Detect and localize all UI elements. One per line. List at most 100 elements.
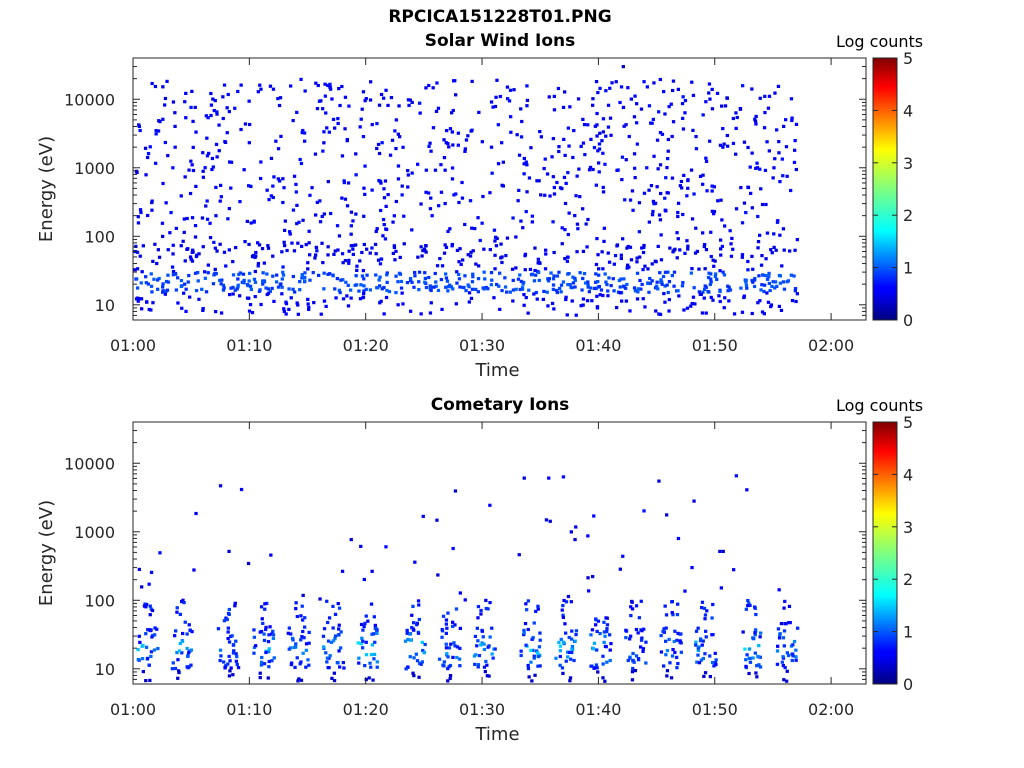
heatmap-cell (604, 134, 608, 138)
heatmap-cell (734, 207, 739, 211)
heatmap-cell (508, 88, 513, 92)
heatmap-cell (454, 93, 458, 97)
heatmap-cell (299, 161, 304, 166)
heatmap-cell (282, 307, 286, 311)
heatmap-cell (301, 593, 305, 597)
heatmap-cell (746, 259, 750, 264)
heatmap-cell (252, 277, 257, 281)
heatmap-cell (626, 263, 630, 267)
heatmap-cell (570, 637, 574, 641)
heatmap-cell (711, 602, 715, 607)
heatmap-cell (718, 143, 723, 147)
heatmap-cell (504, 254, 508, 258)
heatmap-cell (770, 251, 774, 255)
heatmap-cell (705, 609, 709, 613)
heatmap-cell (303, 279, 307, 283)
heatmap-cell (554, 656, 558, 660)
heatmap-cell (227, 549, 231, 553)
heatmap-cell (396, 164, 401, 168)
heatmap-cell (639, 287, 643, 291)
heatmap-cell (720, 218, 724, 222)
heatmap-cell (641, 649, 645, 653)
heatmap-cell (138, 128, 142, 133)
heatmap-cell (318, 199, 322, 203)
heatmap-cell (740, 255, 744, 259)
heatmap-cell (307, 229, 311, 233)
heatmap-cell (444, 276, 449, 280)
heatmap-cell (510, 267, 515, 271)
heatmap-cell (755, 675, 759, 679)
heatmap-cell (603, 679, 607, 683)
heatmap-cell (506, 97, 510, 101)
heatmap-cell (209, 113, 213, 118)
heatmap-cell (702, 674, 706, 678)
heatmap-cell (700, 600, 705, 604)
heatmap-cell (511, 299, 515, 303)
y-axis-label: Energy (eV) (36, 136, 57, 242)
heatmap-cell (561, 280, 566, 284)
heatmap-cell (230, 634, 234, 638)
heatmap-cell (476, 277, 481, 281)
heatmap-cell (524, 296, 528, 300)
heatmap-cell (400, 184, 404, 188)
heatmap-cell (675, 655, 679, 659)
heatmap-cell (171, 661, 175, 665)
heatmap-cell (781, 174, 785, 178)
heatmap-cell (567, 211, 571, 215)
heatmap-cell (727, 299, 731, 303)
colorbar-tick-label: 2 (903, 570, 913, 589)
heatmap-cell (427, 83, 431, 88)
heatmap-cell (400, 291, 404, 295)
heatmap-cell (636, 290, 640, 294)
figure-title: RPCICA151228T01.PNG (388, 7, 612, 27)
heatmap-cell (792, 274, 796, 278)
heatmap-cell (254, 250, 258, 255)
heatmap-cell (471, 272, 475, 276)
heatmap-cell (137, 123, 141, 127)
heatmap-cell (589, 137, 593, 141)
heatmap-cell (713, 259, 717, 263)
heatmap-cell (293, 665, 297, 669)
heatmap-cell (536, 257, 540, 261)
heatmap-cell (149, 570, 154, 574)
heatmap-cell (758, 665, 763, 669)
heatmap-cell (501, 160, 505, 164)
heatmap-cell (245, 296, 250, 300)
heatmap-cell (165, 288, 170, 292)
heatmap-cell (393, 129, 397, 133)
heatmap-cell (245, 219, 249, 223)
heatmap-cell (762, 289, 766, 294)
heatmap-cell (596, 149, 600, 153)
plot-area (133, 58, 866, 320)
heatmap-cell (286, 631, 290, 635)
heatmap-cell (569, 657, 573, 661)
heatmap-cell (325, 660, 329, 664)
heatmap-cell (191, 119, 195, 123)
heatmap-cell (750, 87, 754, 91)
heatmap-cell (640, 636, 644, 640)
heatmap-cell (488, 191, 492, 195)
heatmap-cell (665, 674, 669, 678)
heatmap-cell (361, 90, 366, 94)
heatmap-cell (586, 123, 590, 127)
heatmap-cell (595, 237, 599, 241)
heatmap-cell (567, 635, 571, 640)
heatmap-cell (712, 264, 716, 268)
heatmap-cell (613, 254, 618, 258)
heatmap-cell (676, 214, 680, 219)
heatmap-cell (264, 650, 268, 655)
heatmap-cell (794, 648, 798, 652)
heatmap-cell (147, 582, 151, 586)
x-tick-label: 01:00 (110, 336, 156, 355)
heatmap-cell (287, 626, 291, 630)
heatmap-cell (672, 639, 676, 644)
heatmap-cell (375, 628, 379, 632)
heatmap-cell (642, 80, 646, 84)
heatmap-cell (538, 638, 542, 642)
heatmap-cell (261, 279, 265, 283)
heatmap-cell (784, 118, 788, 122)
heatmap-cell (295, 222, 299, 226)
heatmap-cell (215, 249, 219, 253)
heatmap-cell (334, 296, 338, 300)
heatmap-cell (694, 226, 698, 230)
